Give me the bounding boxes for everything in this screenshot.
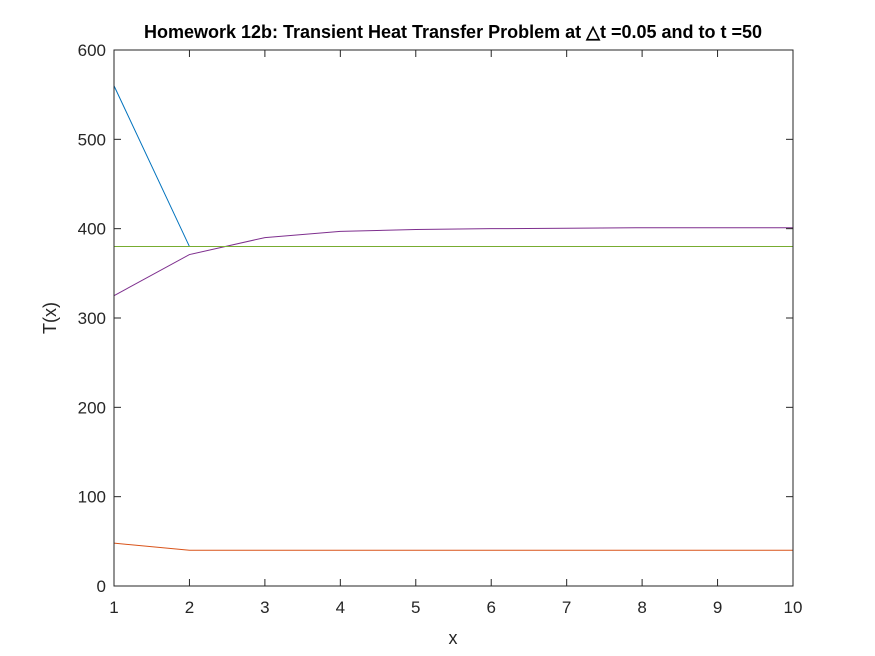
x-tick-label: 2: [185, 598, 194, 617]
y-tick-label: 400: [78, 220, 106, 239]
x-tick-label: 5: [411, 598, 420, 617]
y-tick-label: 500: [78, 130, 106, 149]
x-tick-label: 4: [336, 598, 345, 617]
y-axis-label: T(x): [40, 302, 60, 334]
plot-area: [114, 50, 793, 586]
x-tick-label: 8: [637, 598, 646, 617]
series-layer: [113, 85, 793, 551]
y-tick-label: 0: [97, 577, 106, 596]
series-line-2: [113, 542, 793, 551]
x-tick-label: 10: [784, 598, 803, 617]
x-tick-label: 3: [260, 598, 269, 617]
x-tick-label: 6: [486, 598, 495, 617]
y-tick-label: 200: [78, 398, 106, 417]
x-tick-label: 1: [109, 598, 118, 617]
y-tick-label: 600: [78, 41, 106, 60]
y-tick-label: 100: [78, 488, 106, 507]
chart-title: Homework 12b: Transient Heat Transfer Pr…: [144, 22, 762, 42]
x-tick-label: 7: [562, 598, 571, 617]
y-tick-label: 300: [78, 309, 106, 328]
x-axis-label: x: [449, 628, 458, 648]
x-tick-label: 9: [713, 598, 722, 617]
